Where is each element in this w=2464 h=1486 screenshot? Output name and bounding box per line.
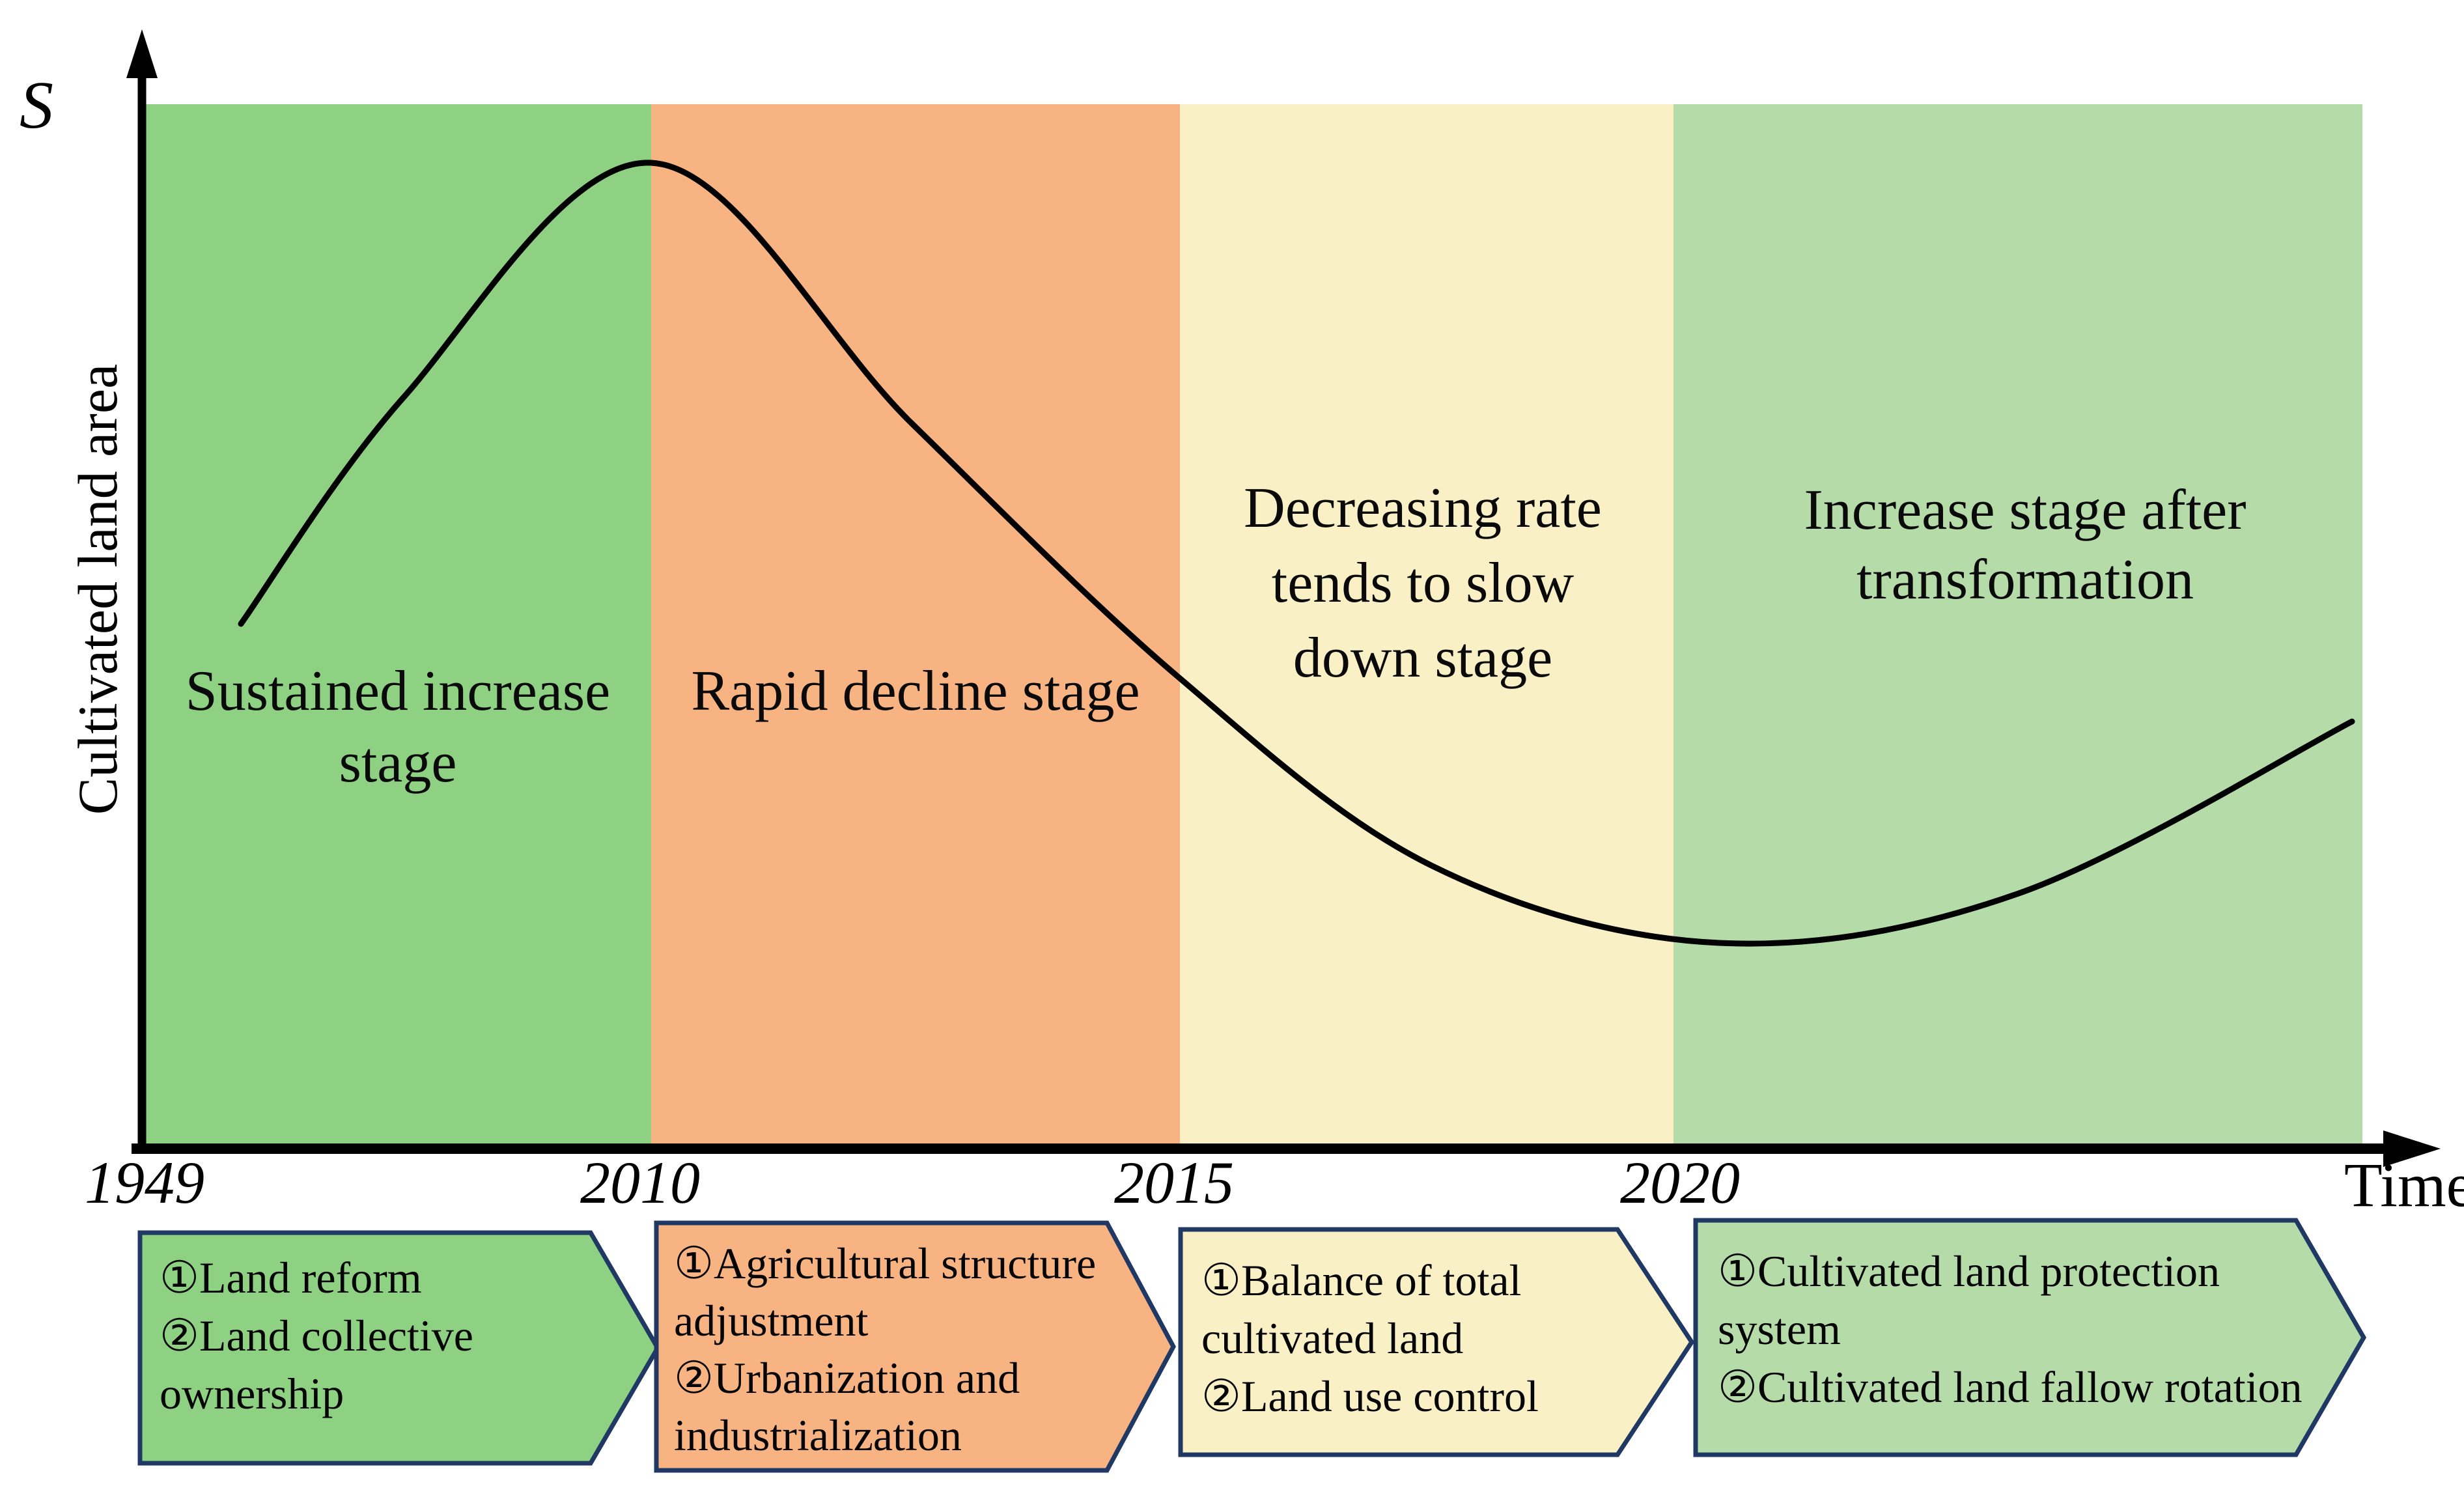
policy-box-shape-1 bbox=[137, 1230, 661, 1466]
tick-2020: 2020 bbox=[1620, 1149, 1740, 1216]
stage-label-rapid-decline: Rapid decline stage bbox=[691, 660, 1140, 723]
stage-label-sustained-increase: Sustained increase stage bbox=[185, 660, 611, 794]
tick-1949: 1949 bbox=[85, 1149, 204, 1216]
stage-label-increase-after-transformation: Increase stage after transformation bbox=[1804, 479, 2247, 611]
tick-2010: 2010 bbox=[580, 1149, 700, 1216]
x-axis-label: Time bbox=[2344, 1150, 2464, 1220]
policy-box-shape-2 bbox=[654, 1220, 1176, 1473]
x-axis-arrow-icon bbox=[2383, 1130, 2441, 1167]
tick-2015: 2015 bbox=[1114, 1149, 1234, 1216]
policy-box-text-3: ①Balance of total cultivated land ②Land … bbox=[1201, 1255, 1539, 1421]
y-axis-symbol: S bbox=[20, 68, 53, 143]
band-increase-after-transformation bbox=[1673, 104, 2362, 1146]
y-axis-arrow-icon bbox=[126, 29, 158, 78]
policy-box-text-4: ①Cultivated land protection system ②Cult… bbox=[1718, 1246, 2303, 1412]
stage-label-decreasing-rate: Decreasing rate tends to slow down stage bbox=[1244, 477, 1602, 690]
policy-box-text-2: ①Agricultural structure adjustment ②Urba… bbox=[674, 1239, 1097, 1460]
land-area-curve bbox=[238, 160, 2355, 947]
band-decreasing-rate bbox=[1180, 104, 1673, 1146]
band-rapid-decline bbox=[651, 104, 1180, 1146]
policy-box-shape-3 bbox=[1178, 1227, 1695, 1457]
policy-box-shape-4 bbox=[1693, 1218, 2367, 1457]
policy-box-text-1: ①Land reform ②Land collective ownership bbox=[160, 1253, 473, 1418]
band-sustained-increase bbox=[145, 104, 651, 1146]
